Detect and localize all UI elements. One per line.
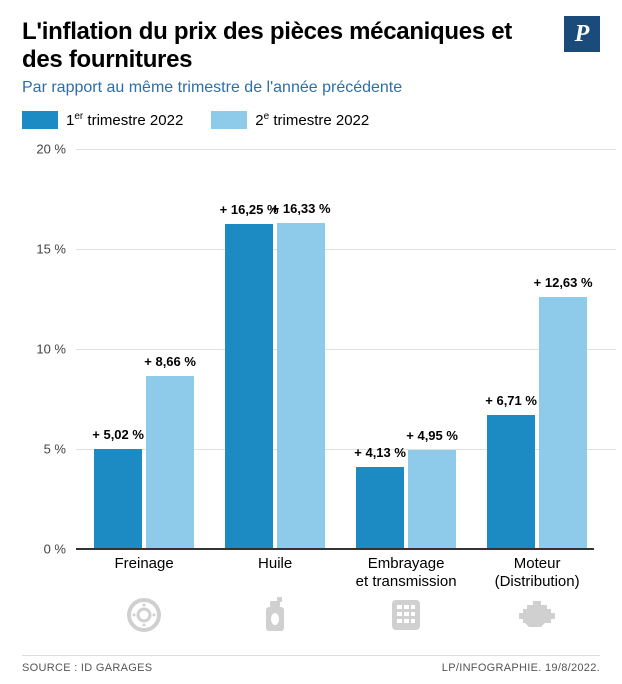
footer-source: SOURCE : ID GARAGES — [22, 662, 152, 674]
chart-subtitle: Par rapport au même trimestre de l'année… — [22, 79, 600, 97]
plot-area: + 5,02 %+ 8,66 %+ 16,25 %+ 16,33 %+ 4,13… — [76, 149, 600, 549]
pedal-icon — [389, 597, 423, 638]
y-tick-label: 0 % — [22, 542, 66, 557]
legend: 1er trimestre 2022 2e trimestre 2022 — [22, 111, 600, 129]
y-tick-label: 10 % — [22, 342, 66, 357]
bar: + 12,63 % — [539, 297, 587, 550]
engine-icon — [517, 597, 557, 636]
bar-value-label: + 4,95 % — [372, 428, 492, 443]
legend-item-q1: 1er trimestre 2022 — [22, 111, 183, 129]
x-axis-label: Embrayageet transmission — [356, 555, 457, 591]
y-axis: 0 %5 %10 %15 %20 % — [22, 149, 76, 549]
oil-can-icon — [260, 597, 290, 640]
x-axis-label: Freinage — [115, 555, 174, 573]
bar: + 4,13 % — [356, 467, 404, 550]
legend-swatch-q2 — [211, 111, 247, 129]
bar-pair: + 16,25 %+ 16,33 % — [225, 149, 325, 549]
legend-item-q2: 2e trimestre 2022 — [211, 111, 369, 129]
bar-value-label: + 12,63 % — [503, 275, 622, 290]
bar-value-label: + 16,33 % — [241, 201, 361, 216]
publisher-logo-letter: P — [575, 21, 590, 48]
legend-label-q2: 2e trimestre 2022 — [255, 111, 369, 129]
legend-swatch-q1 — [22, 111, 58, 129]
x-axis-label: Huile — [258, 555, 292, 573]
bar: + 5,02 % — [94, 449, 142, 549]
bar: + 16,33 % — [277, 223, 325, 550]
bar-pair: + 4,13 %+ 4,95 % — [356, 149, 456, 549]
bar-pair: + 5,02 %+ 8,66 % — [94, 149, 194, 549]
bar: + 8,66 % — [146, 376, 194, 549]
footer-credit: LP/INFOGRAPHIE. 19/8/2022. — [442, 662, 600, 674]
bar-value-label: + 8,66 % — [110, 354, 230, 369]
chart-title: L'inflation du prix des pièces mécanique… — [22, 18, 552, 73]
publisher-logo: P — [564, 16, 600, 52]
x-axis-baseline — [76, 548, 594, 550]
footer: SOURCE : ID GARAGES LP/INFOGRAPHIE. 19/8… — [22, 655, 600, 674]
legend-label-q1: 1er trimestre 2022 — [66, 111, 183, 129]
bar: + 4,95 % — [408, 450, 456, 549]
bar: + 6,71 % — [487, 415, 535, 549]
y-tick-label: 20 % — [22, 142, 66, 157]
x-axis-label: Moteur(Distribution) — [495, 555, 580, 591]
bar: + 16,25 % — [225, 224, 273, 549]
category-icons-row — [76, 597, 600, 637]
chart-area: 0 %5 %10 %15 %20 % + 5,02 %+ 8,66 %+ 16,… — [22, 149, 600, 549]
y-tick-label: 5 % — [22, 442, 66, 457]
y-tick-label: 15 % — [22, 242, 66, 257]
brake-disc-icon — [126, 597, 162, 638]
bar-pair: + 6,71 %+ 12,63 % — [487, 149, 587, 549]
